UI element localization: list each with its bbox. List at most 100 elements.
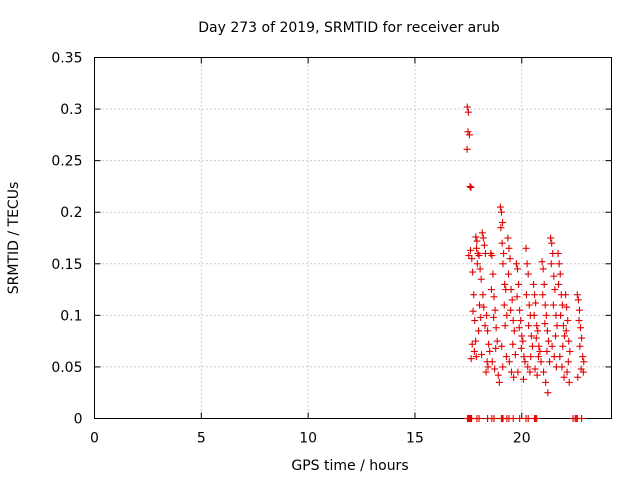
data-point [468,340,476,348]
data-point [543,327,551,335]
data-point [578,415,586,422]
data-point [511,351,519,359]
data-point [528,342,536,350]
data-point [534,353,542,361]
y-axis-label: SRMTID / TECUs [6,182,22,295]
data-point [525,301,533,309]
data-point [497,208,505,216]
data-point [487,286,495,294]
data-point [475,301,483,309]
data-point [558,363,566,371]
data-point [472,353,480,361]
data-point [524,363,532,371]
data-point [557,311,565,319]
data-point [536,347,544,355]
data-point [552,332,560,340]
y-tick-label: 0.3 [60,102,82,118]
data-point [469,307,477,315]
data-point [499,219,507,227]
data-point [498,239,506,247]
y-tick-label: 0.05 [51,360,82,376]
axis-ticks [94,57,612,419]
data-point [522,244,530,252]
data-point [472,337,480,345]
x-tick-label: 15 [406,431,424,447]
data-point [489,270,497,278]
data-point [490,313,498,321]
data-point [505,244,513,252]
data-point [508,368,516,376]
data-point [541,301,549,309]
data-point [540,368,548,376]
data-point [539,291,547,299]
data-point [479,291,487,299]
data-point [560,373,568,381]
data-point [470,347,478,355]
data-point [503,311,511,319]
data-point [484,363,492,371]
data-point [580,358,588,366]
data-point [494,371,502,379]
data-point [559,342,567,350]
data-point [550,272,558,280]
data-point [546,358,554,366]
data-point [506,255,514,263]
data-point [578,334,586,342]
data-point [475,252,483,260]
data-point [495,378,503,386]
data-point [473,260,481,268]
data-points [463,103,588,422]
data-point [574,296,582,304]
data-point [556,353,564,361]
data-point [577,324,585,332]
data-point [521,358,529,366]
data-point [519,337,527,345]
data-point [480,303,488,311]
y-tick-label: 0 [74,412,83,428]
data-point [564,358,572,366]
data-point [525,322,533,330]
data-point [527,353,535,361]
data-point [501,322,509,330]
data-point [485,340,493,348]
data-point [471,317,479,325]
data-point [464,108,472,116]
data-point [516,415,524,422]
data-point [563,303,571,311]
data-point [544,389,552,397]
data-point [480,241,488,249]
data-point [463,145,471,153]
data-point [508,296,516,304]
data-point [476,265,484,273]
data-point [472,244,480,252]
data-point [524,415,532,422]
data-point [548,342,556,350]
data-point [491,365,499,373]
data-point [475,415,483,422]
data-point [533,415,541,422]
x-tick-labels: 0 5 10 15 20 [90,431,531,447]
data-point [512,260,520,268]
data-point [532,334,540,342]
data-point [575,306,583,314]
data-point [463,103,471,111]
data-point [518,332,526,340]
data-point [566,347,574,355]
data-point [547,260,555,268]
y-tick-label: 0.15 [51,257,82,273]
data-point [498,342,506,350]
y-tick-label: 0.35 [51,51,82,67]
data-point [466,182,474,190]
data-point [490,415,498,422]
data-point [497,415,505,422]
data-point [561,332,568,340]
data-point [549,301,557,309]
data-point [530,280,538,288]
data-point [524,270,532,278]
data-point [548,239,556,247]
chart-title: Day 273 of 2019, SRMTID for receiver aru… [198,20,500,36]
data-point [532,299,540,307]
data-point [510,327,518,335]
data-point [573,291,581,299]
data-point [507,286,515,294]
